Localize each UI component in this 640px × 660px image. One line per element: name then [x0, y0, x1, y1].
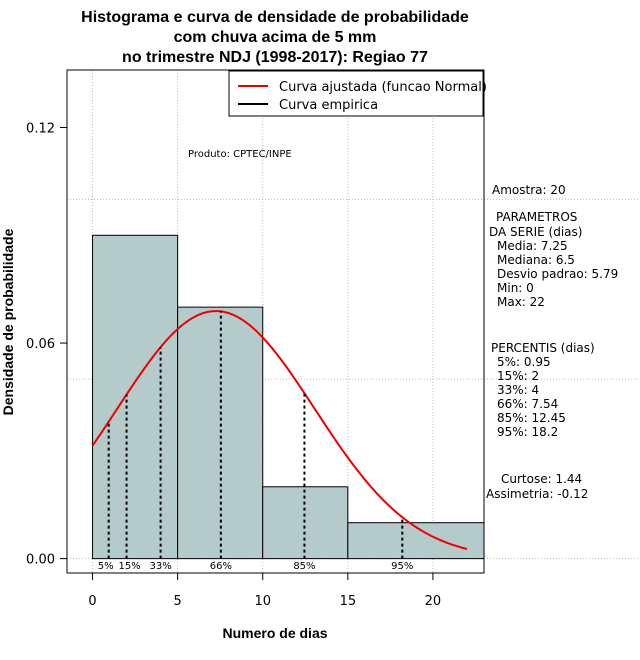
- chart-title-line-2: com chuva acima de 5 mm: [174, 29, 377, 46]
- legend-label-empirical: Curva empirica: [279, 98, 378, 113]
- params-title-1: PARAMETROS: [496, 210, 577, 224]
- percentis-title: PERCENTIS (dias): [491, 341, 595, 355]
- legend-label-normal: Curva ajustada (funcao Normal): [279, 80, 487, 95]
- y-tick-label: 0.00: [26, 553, 55, 568]
- axes: 0 5 10 15 20 0.00 0.06 0.12: [26, 121, 441, 609]
- x-tick-label: 0: [88, 594, 96, 609]
- percentil-15: 15%: 2: [497, 369, 539, 383]
- histogram-bar-1: [92, 234, 179, 560]
- percentil-66: 66%: 7.54: [497, 397, 558, 411]
- x-tick-label: 5: [173, 594, 181, 609]
- params-title-2: DA SERIE (dias): [489, 225, 582, 239]
- param-max: Max: 22: [497, 295, 545, 309]
- product-annotation: Produto: CPTEC/INPE: [188, 149, 292, 160]
- y-tick-label: 0.12: [26, 121, 55, 136]
- param-mean: Media: 7.25: [497, 239, 568, 253]
- param-min: Min: 0: [497, 281, 534, 295]
- percentile-label-85: 85%: [293, 561, 315, 572]
- percentile-label-15: 15%: [118, 561, 140, 572]
- percentil-33: 33%: 4: [497, 383, 539, 397]
- y-tick-label: 0.06: [26, 337, 55, 352]
- histogram-bars: [92, 234, 485, 560]
- param-sd: Desvio padrao: 5.79: [497, 267, 618, 281]
- histogram-bar-3: [262, 486, 349, 560]
- sample-size: Amostra: 20: [492, 183, 566, 197]
- x-tick-label: 20: [425, 594, 442, 609]
- legend-box: [228, 70, 484, 117]
- percentile-lines: 5% 15% 33% 66% 85% 95%: [98, 311, 413, 572]
- normal-curve: [91, 310, 468, 550]
- percentil-5: 5%: 0.95: [497, 355, 551, 369]
- side-panel: Amostra: 20 PARAMETROS DA SERIE (dias) M…: [486, 183, 618, 501]
- percentile-label-95: 95%: [391, 561, 413, 572]
- y-axis-title: Densidade de probabilidade: [0, 228, 16, 415]
- kurtosis: Curtose: 1.44: [501, 472, 582, 486]
- percentil-85: 85%: 12.45: [497, 411, 566, 425]
- param-median: Mediana: 6.5: [497, 253, 575, 267]
- normal-curve-line: [91, 310, 468, 550]
- x-tick-label: 15: [340, 594, 357, 609]
- x-axis-title: Numero de dias: [222, 625, 327, 641]
- percentile-label-33: 33%: [149, 561, 171, 572]
- grid: [67, 70, 640, 573]
- x-tick-label: 10: [254, 594, 271, 609]
- percentile-label-5: 5%: [98, 561, 114, 572]
- histogram-bar-4: [347, 522, 485, 560]
- legend: Curva ajustada (funcao Normal) Curva emp…: [228, 70, 487, 117]
- chart-title-line-1: Histograma e curva de densidade de proba…: [81, 9, 469, 26]
- skewness: Assimetria: -0.12: [486, 487, 588, 501]
- percentil-95: 95%: 18.2: [497, 425, 558, 439]
- chart-title-line-3: no trimestre NDJ (1998-2017): Regiao 77: [122, 49, 428, 66]
- percentile-label-66: 66%: [210, 561, 232, 572]
